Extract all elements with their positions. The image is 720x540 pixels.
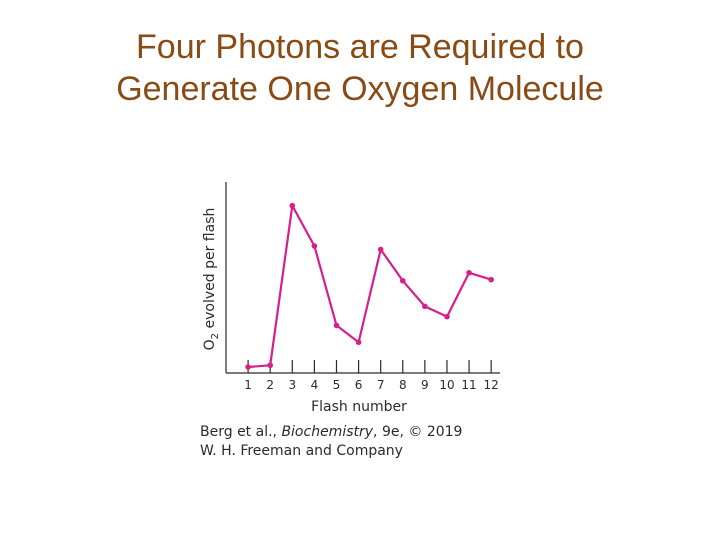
data-point (399, 277, 406, 284)
data-series (245, 202, 494, 370)
chart-axes (225, 182, 500, 374)
x-tick-label: 10 (439, 378, 454, 392)
x-axis-tick-labels: 1 2 3 4 5 6 7 8 9 10 11 12 (244, 378, 499, 392)
y-axis-label-subscript: 2 (210, 333, 221, 339)
x-tick-label: 9 (421, 378, 429, 392)
x-tick-label: 4 (311, 378, 319, 392)
y-axis-label-rest: evolved per flash (202, 208, 218, 333)
credit-publisher: W. H. Freeman and Company (200, 443, 403, 459)
x-tick-label: 11 (461, 378, 476, 392)
credit-edition: , 9e, © 2019 (373, 424, 463, 440)
data-point (377, 246, 384, 253)
data-point (289, 202, 296, 209)
x-tick-label: 2 (266, 378, 274, 392)
data-point (333, 322, 340, 329)
title-line-2: Generate One Oxygen Molecule (116, 70, 604, 108)
data-point (488, 276, 494, 283)
data-point (245, 364, 251, 370)
credit-book-title: Biochemistry (281, 424, 374, 440)
x-tick-label: 12 (484, 378, 499, 392)
x-tick-label: 1 (244, 378, 252, 392)
credit-authors: Berg et al., (200, 424, 282, 440)
title-line-1: Four Photons are Required to (136, 28, 584, 66)
data-point (267, 362, 273, 369)
data-point (311, 243, 318, 249)
x-tick-label: 6 (355, 378, 363, 392)
data-point (466, 269, 472, 276)
series-line (248, 204, 492, 369)
slide-title: Four Photons are Required to Generate On… (0, 26, 720, 110)
source-credit: Berg et al., Biochemistry, 9e, © 2019 W.… (200, 423, 462, 461)
x-tick-label: 8 (399, 378, 407, 392)
x-tick-label: 3 (288, 378, 296, 392)
y-axis-label: O2 evolved per flash (202, 208, 221, 351)
credit-line-1: Berg et al., Biochemistry, 9e, © 2019 (200, 423, 462, 442)
x-tick-label: 7 (377, 378, 385, 392)
y-axis-label-main: O (202, 339, 218, 350)
x-axis-label: Flash number (311, 399, 407, 415)
x-axis-ticks (247, 360, 492, 373)
x-tick-label: 5 (333, 378, 341, 392)
data-point (355, 339, 362, 346)
data-point (422, 303, 428, 310)
data-point (444, 313, 450, 320)
